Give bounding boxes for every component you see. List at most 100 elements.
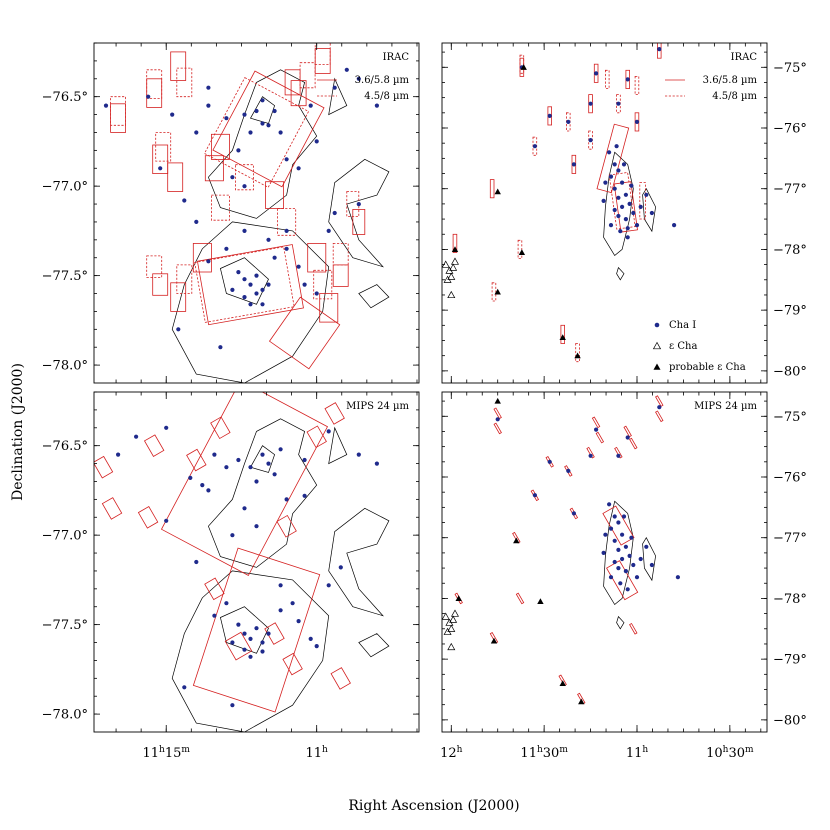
cha-i-point	[374, 103, 379, 108]
y-tick-label: −75°	[773, 61, 807, 76]
cha-i-point	[242, 631, 247, 636]
cha-i-point	[254, 626, 259, 631]
panels: −76.5° −77.0° −77.5° −78.0° IRAC 3.6/5.8 µm 4.…	[42, 42, 807, 761]
legend-dash-label: 4.5/8 µm	[712, 91, 757, 102]
cha-i-point	[236, 622, 241, 627]
cha-i-point	[607, 150, 612, 155]
cha-i-point	[374, 461, 379, 466]
cha-i-point	[566, 468, 571, 473]
cha-i-point	[242, 184, 247, 189]
footprint-3-6-5-8	[493, 407, 502, 420]
footprint-3-6-5-8	[613, 181, 638, 233]
cha-i-point	[638, 204, 643, 209]
cha-i-point	[224, 601, 229, 606]
probable-eps-cha-point	[537, 598, 544, 605]
cha-i-point	[332, 85, 337, 90]
y-tick-label: −76.5°	[42, 439, 88, 454]
cha-i-point	[634, 119, 640, 124]
cha-i-point	[616, 213, 621, 219]
cha-i-point	[212, 613, 217, 618]
footprint-4-5-8	[634, 76, 640, 96]
cha-i-point	[672, 223, 677, 228]
footprint-3-6-5-8	[655, 395, 664, 407]
cha-i-point	[629, 535, 634, 540]
x-tick-label: 10h30m	[706, 745, 754, 761]
cloud-contour	[616, 615, 625, 630]
cha-i-point	[616, 547, 621, 553]
eps-cha-point	[442, 612, 450, 620]
footprint-3-6-5-8	[204, 577, 225, 601]
footprint-3-6-5-8	[595, 431, 605, 444]
cloud-contour	[328, 507, 390, 617]
cha-i-point	[230, 640, 235, 645]
cha-i-point	[620, 532, 625, 537]
cloud-contour	[171, 570, 330, 732]
cha-i-point	[621, 514, 627, 519]
cha-i-point	[302, 493, 307, 498]
cha-i-point	[625, 226, 630, 231]
plot-area	[94, 392, 390, 732]
cha-i-point	[338, 565, 343, 570]
footprint-4-5-8	[332, 242, 349, 266]
probable-eps-cha-point	[494, 397, 501, 404]
cha-i-point	[272, 472, 277, 477]
cloud-contour	[603, 500, 634, 606]
footprint-3-6-5-8	[314, 48, 331, 74]
footprint-3-6-5-8	[493, 422, 502, 435]
cha-i-point	[278, 583, 283, 588]
cha-i-point	[296, 619, 301, 624]
footprint-3-6-5-8	[515, 592, 525, 605]
cha-i-point	[224, 116, 229, 121]
cha-i-point	[296, 264, 301, 269]
cha-i-point	[623, 192, 629, 197]
cha-i-point	[608, 223, 614, 228]
footprint-3-6-5-8	[489, 179, 495, 199]
cha-i-point	[272, 255, 277, 260]
footprint-3-6-5-8	[307, 242, 327, 273]
cha-i-point	[146, 94, 151, 99]
footprint-3-6-5-8	[170, 51, 187, 81]
footprint-3-6-5-8	[224, 631, 253, 661]
eps-cha-point	[449, 615, 458, 623]
footprint-4-5-8	[517, 239, 523, 259]
cha-i-point	[248, 465, 253, 470]
cha-i-point	[314, 291, 319, 296]
y-tick-label: −76°	[773, 471, 807, 486]
cha-i-point	[631, 210, 636, 216]
cha-i-point	[608, 174, 614, 179]
footprint-3-6-5-8	[265, 181, 285, 209]
cha-i-point	[242, 112, 247, 117]
cha-i-point	[616, 101, 621, 106]
legend-probable-eps-cha-marker	[653, 363, 661, 370]
cha-i-point	[248, 282, 253, 287]
footprint-3-6-5-8	[268, 296, 341, 370]
cha-i-point	[218, 345, 223, 350]
footprint-3-6-5-8	[596, 123, 630, 194]
cha-i-point	[314, 644, 319, 649]
cha-i-point	[206, 85, 211, 90]
footprint-4-5-8	[146, 255, 163, 278]
cha-i-point	[566, 119, 571, 124]
cha-i-point	[601, 550, 606, 556]
probable-eps-cha-point	[520, 64, 527, 70]
footprint-3-6-5-8	[290, 80, 307, 107]
y-tick-label: −75°	[773, 410, 807, 425]
y-axis-label: Declination (J2000)	[10, 363, 26, 501]
cha-i-point	[356, 202, 361, 207]
cha-i-point	[623, 544, 629, 549]
footprint-3-6-5-8	[306, 425, 327, 449]
x-tick-label: 11h15m	[143, 745, 191, 761]
footprint-3-6-5-8	[629, 622, 638, 635]
cha-i-point	[612, 186, 617, 191]
cha-i-point	[302, 457, 307, 463]
cha-i-point	[625, 435, 630, 440]
y-tick-label: −77°	[773, 182, 807, 197]
instrument-label: IRAC	[731, 52, 758, 63]
eps-cha-point	[447, 272, 456, 280]
footprint-3-6-5-8	[192, 242, 212, 273]
cha-i-point	[236, 270, 241, 275]
cha-i-point	[314, 139, 319, 144]
cha-i-point	[634, 223, 640, 228]
panel-bottom-right: −75° −76° −77° −78° −79° −80° 12h 11h30m 11h 10h3…	[440, 391, 807, 761]
